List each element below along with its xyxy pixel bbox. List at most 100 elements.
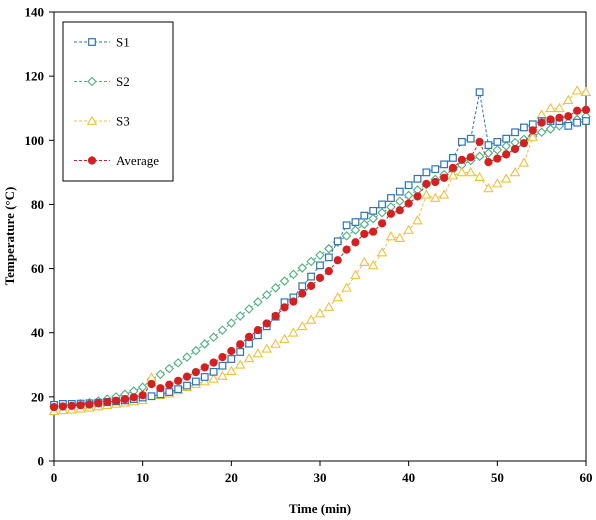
data-point-s1 <box>333 237 342 246</box>
data-point-s2 <box>341 231 352 241</box>
data-point-s2 <box>492 145 503 155</box>
data-point-average <box>519 139 529 148</box>
data-point-average <box>528 126 537 135</box>
data-point-s1 <box>218 361 227 370</box>
legend: S1 S2 S3 Average <box>62 21 174 182</box>
data-point-s3 <box>367 259 379 270</box>
data-point-s3 <box>421 189 432 199</box>
y-tick-label: 0 <box>38 454 45 469</box>
data-point-s3 <box>279 333 290 343</box>
data-point-s2 <box>235 311 245 321</box>
x-tick-label: 30 <box>314 470 327 485</box>
data-point-s2 <box>164 363 175 374</box>
data-point-s2 <box>483 148 494 158</box>
data-point-average <box>564 112 573 121</box>
data-point-average <box>103 397 112 407</box>
data-point-s1 <box>245 339 253 348</box>
data-point-s1 <box>484 141 493 149</box>
data-point-average <box>200 363 209 372</box>
data-point-s1 <box>493 137 502 146</box>
data-point-s2 <box>253 297 263 307</box>
data-point-average <box>351 238 360 247</box>
data-point-s2 <box>208 332 219 342</box>
data-point-s2 <box>288 269 299 280</box>
data-point-average <box>413 192 422 201</box>
data-point-s2 <box>244 304 254 314</box>
x-axis-title: Time (min) <box>289 501 351 516</box>
data-point-s3 <box>438 189 450 199</box>
data-point-s2 <box>199 339 210 349</box>
legend-label-s2: S2 <box>116 74 130 89</box>
data-point-s2 <box>182 352 192 362</box>
data-point-s2 <box>350 225 361 235</box>
data-point-s1 <box>502 134 511 143</box>
y-tick-label: 80 <box>31 197 44 212</box>
legend-box <box>62 21 174 182</box>
data-point-average <box>289 297 298 306</box>
data-point-average <box>253 326 263 335</box>
legend-swatch-marker <box>86 115 98 125</box>
data-point-average <box>165 380 174 389</box>
data-point-average <box>422 179 431 189</box>
data-point-average <box>85 400 94 409</box>
data-point-s1 <box>307 272 316 281</box>
data-point-s1 <box>511 128 519 137</box>
data-point-s2 <box>173 358 183 368</box>
data-point-s1 <box>298 282 307 291</box>
data-point-average <box>147 379 156 389</box>
data-point-s1 <box>404 181 413 190</box>
data-point-s1 <box>422 168 431 177</box>
series-average <box>49 105 591 412</box>
data-point-s3 <box>456 166 468 177</box>
legend-item-s3: S3 <box>74 114 130 129</box>
data-point-s1 <box>413 174 422 183</box>
data-point-s2 <box>279 276 290 286</box>
data-point-s2 <box>545 124 556 134</box>
data-point-average <box>120 395 130 404</box>
data-point-average <box>369 227 378 236</box>
data-point-average <box>280 303 289 312</box>
data-point-s3 <box>554 102 565 113</box>
data-point-average <box>191 368 200 377</box>
y-tick-label: 60 <box>31 261 44 276</box>
data-point-s2 <box>155 369 166 380</box>
data-point-s3 <box>474 171 485 182</box>
data-point-s3 <box>234 359 246 369</box>
data-point-s3 <box>483 182 494 193</box>
data-point-s1 <box>431 165 440 174</box>
y-tick-label: 40 <box>31 325 44 340</box>
data-point-average <box>510 144 520 154</box>
data-point-s3 <box>305 314 317 324</box>
data-point-average <box>138 391 147 400</box>
legend-swatch-marker <box>87 156 97 165</box>
data-point-average <box>174 376 183 385</box>
data-point-s1 <box>183 381 191 390</box>
data-point-s1 <box>147 392 156 401</box>
data-point-s3 <box>500 173 512 183</box>
data-point-s1 <box>351 218 360 226</box>
data-point-average <box>111 396 121 405</box>
data-point-s1 <box>378 200 386 209</box>
data-point-s2 <box>217 325 228 335</box>
data-point-s1 <box>324 253 333 262</box>
data-point-average <box>431 177 440 187</box>
data-point-average <box>324 267 333 276</box>
data-point-s3 <box>350 269 361 279</box>
data-point-s3 <box>252 348 264 358</box>
data-point-s2 <box>315 250 325 260</box>
data-point-average <box>404 199 413 208</box>
data-point-s3 <box>394 232 406 242</box>
data-point-average <box>271 311 280 321</box>
data-point-s3 <box>492 178 503 188</box>
data-point-s1 <box>236 348 245 356</box>
data-point-average <box>67 401 76 410</box>
legend-label-s3: S3 <box>116 114 130 129</box>
data-point-s3 <box>226 365 237 376</box>
data-point-s3 <box>518 157 530 167</box>
data-point-average <box>493 154 502 163</box>
data-point-average <box>156 384 165 393</box>
data-point-s1 <box>342 221 351 230</box>
data-point-s2 <box>324 243 334 254</box>
data-point-s3 <box>199 376 210 386</box>
